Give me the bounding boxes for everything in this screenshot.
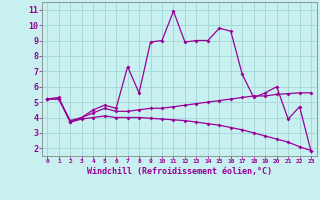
X-axis label: Windchill (Refroidissement éolien,°C): Windchill (Refroidissement éolien,°C) xyxy=(87,167,272,176)
